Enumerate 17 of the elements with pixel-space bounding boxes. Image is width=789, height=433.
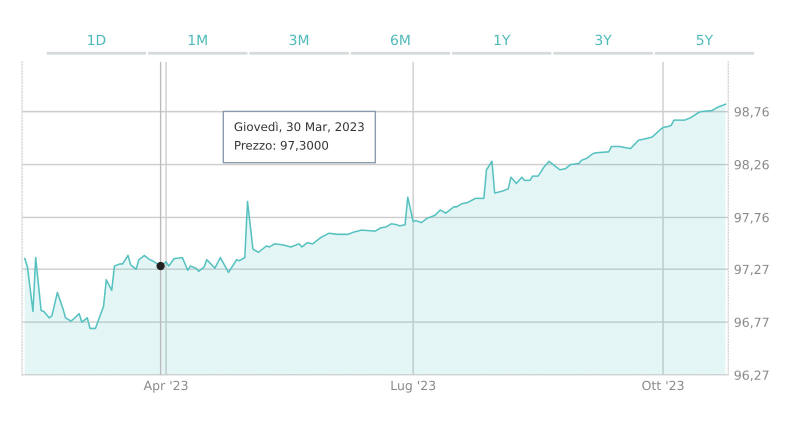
y-tick-label: 98,76 — [734, 107, 769, 118]
text: 1Y — [494, 34, 510, 45]
y-tick-label: 98,26 — [734, 160, 769, 171]
y-tick-label: 96,77 — [734, 318, 769, 328]
text: 3Y — [595, 34, 612, 46]
text: 6M — [390, 34, 410, 46]
annotation: Giovedì, 30 Mar, 2023 Prezzo: 97,3000 — [234, 122, 364, 151]
x-tick-label: Apr '23 — [144, 380, 188, 393]
x-tick-label: Lug '23 — [391, 380, 436, 393]
text: 3M — [290, 34, 308, 46]
text: 1D — [88, 34, 106, 45]
y-tick-label: 96,27 — [734, 370, 769, 382]
y-tick-label: 97,27 — [734, 264, 769, 276]
text: 5Y — [696, 34, 714, 46]
text: 1M — [188, 34, 207, 45]
y-tick-label: 97,76 — [734, 212, 769, 224]
x-tick-label: Ott '23 — [642, 380, 684, 390]
